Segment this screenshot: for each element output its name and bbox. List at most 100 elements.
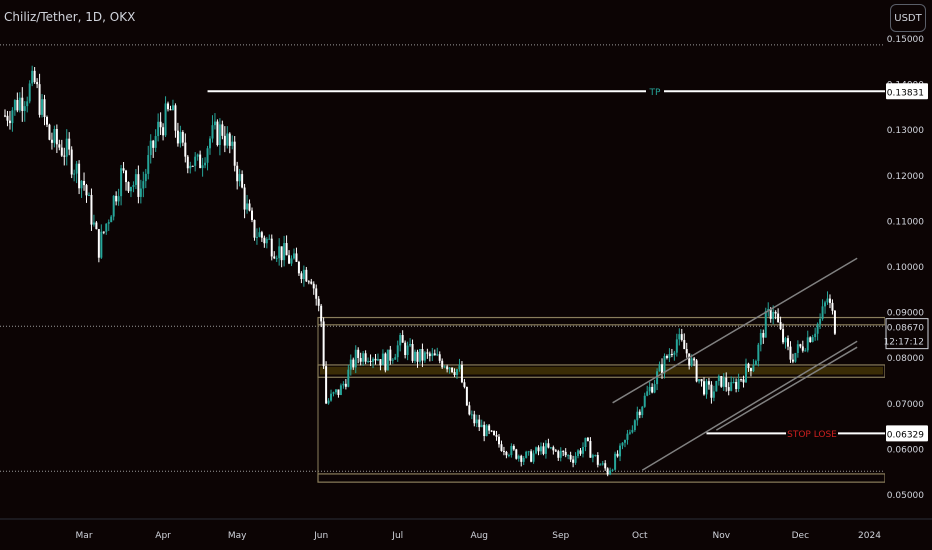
candle-body	[107, 222, 110, 224]
candle-body	[134, 174, 137, 185]
candle-body	[456, 369, 459, 376]
candle-body	[372, 358, 375, 362]
candle-body	[448, 367, 451, 370]
candle-body	[725, 377, 728, 388]
candle-body	[97, 229, 100, 258]
tp-level-label: TP	[649, 88, 661, 98]
candle-body	[48, 124, 51, 140]
candle-body	[102, 231, 105, 233]
candle-body	[596, 455, 599, 465]
candle-body	[717, 376, 720, 381]
candle-body	[480, 424, 483, 428]
candle-body	[255, 236, 258, 238]
x-tick-label: Mar	[76, 531, 93, 541]
candle-body	[814, 333, 817, 338]
currency-button[interactable]: USDT	[890, 4, 926, 32]
candle-body	[325, 366, 328, 404]
candle-body	[520, 455, 523, 462]
candle-body	[196, 154, 199, 157]
candle-body	[646, 391, 649, 396]
candle-body	[641, 406, 644, 416]
candle-body	[515, 449, 518, 459]
candle-body	[260, 232, 263, 238]
stop-loss-level-label: STOP LOSE	[787, 430, 837, 440]
candle-body	[21, 97, 24, 111]
candle-body	[43, 99, 46, 117]
candle-body	[794, 352, 797, 362]
candle-body	[416, 351, 419, 362]
candle-body	[819, 318, 822, 324]
countdown-text: 12:17:12	[884, 338, 924, 348]
candle-body	[493, 431, 496, 436]
candle-body	[559, 450, 562, 458]
candle-body	[418, 348, 421, 362]
candle-body	[505, 451, 508, 456]
candle-body	[769, 308, 772, 319]
candle-body	[149, 140, 152, 156]
candle-body	[441, 360, 444, 368]
candle-body	[557, 451, 560, 458]
candle-body	[809, 337, 812, 343]
candle-body	[6, 115, 9, 121]
candle-body	[92, 222, 95, 225]
candle-body	[176, 130, 179, 144]
candle-body	[169, 109, 172, 111]
candle-body	[334, 389, 337, 393]
candle-body	[310, 281, 313, 284]
candle-body	[754, 360, 757, 366]
candle-body	[796, 344, 799, 353]
candle-body	[695, 360, 698, 382]
time-axis[interactable]: Mar Apr May Jun Jul Aug Sep Oct Nov Dec 2024	[0, 518, 932, 541]
candle-body	[275, 258, 278, 260]
candle-body	[292, 253, 295, 259]
candle-body	[764, 311, 767, 338]
candle-body	[510, 446, 513, 456]
candle-body	[715, 380, 718, 392]
chart-title: Chiliz/Tether, 1D, OKX	[4, 10, 136, 24]
channel-inner	[715, 346, 858, 431]
candle-body	[539, 446, 542, 452]
candle-body	[243, 187, 246, 210]
candle-body	[431, 353, 434, 357]
candle-body	[705, 381, 708, 395]
candle-body	[665, 355, 668, 358]
candle-body	[295, 253, 298, 262]
candle-body	[105, 223, 108, 232]
candle-body	[273, 256, 276, 259]
candle-body	[411, 343, 414, 361]
candle-body	[616, 453, 619, 457]
candle-body	[144, 173, 147, 182]
candle-body	[782, 329, 785, 343]
candle-body	[656, 371, 659, 385]
candle-body	[41, 99, 44, 115]
candle-body	[152, 140, 155, 148]
candle-body	[579, 450, 582, 454]
candle-body	[231, 141, 234, 146]
candle-body	[799, 344, 802, 347]
candle-body	[211, 125, 214, 139]
candle-body	[648, 386, 651, 392]
candle-body	[680, 334, 683, 341]
candle-body	[658, 364, 661, 372]
candle-body	[574, 456, 577, 463]
candle-body	[127, 182, 130, 192]
candle-body	[460, 364, 463, 383]
candle-body	[404, 342, 407, 355]
candle-body	[485, 425, 488, 437]
y-tick-label: 0.13000	[887, 126, 924, 136]
candle-body	[216, 121, 219, 146]
candle-body	[473, 414, 476, 424]
candle-body	[670, 354, 673, 356]
candle-body	[572, 459, 575, 463]
candle-body	[463, 382, 466, 387]
candle-body	[386, 349, 389, 371]
candle-body	[626, 433, 629, 440]
candle-body	[399, 335, 402, 346]
candle-body	[409, 343, 412, 346]
y-tick-label: 0.06000	[887, 445, 924, 455]
price-axis[interactable]: 0.150000.140000.130000.120000.110000.100…	[884, 0, 932, 550]
candle-body	[446, 366, 449, 370]
candle-body	[285, 243, 288, 256]
candle-body	[604, 463, 607, 469]
